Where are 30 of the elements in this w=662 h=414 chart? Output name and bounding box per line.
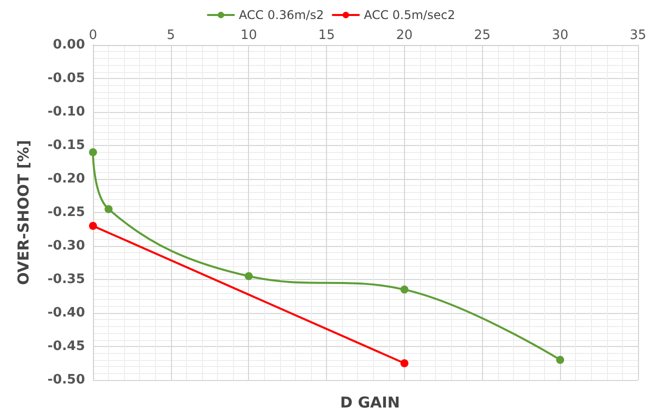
y-tick-label: -0.35 [48,272,85,287]
y-tick-label: -0.10 [48,104,85,120]
point [89,222,97,230]
x-tick-label: 35 [630,28,646,43]
x-tick-label: 25 [474,28,491,43]
y-tick-label: -0.15 [48,138,85,153]
x-axis-title: D GAIN [340,394,400,412]
point [400,286,408,294]
legend-label: ACC 0.36m/s2 [238,8,324,22]
y-tick-label: -0.50 [48,372,85,388]
point [556,356,564,364]
y-tick-label: -0.25 [48,205,85,220]
point [244,272,253,280]
x-tick-label: 0 [88,28,98,43]
y-tick-label: -0.45 [48,339,85,354]
y-axis-title: OVER-SHOOT [%] [14,140,32,286]
x-tick-label: 30 [552,28,568,43]
x-tick-label: 15 [318,28,335,43]
y-tick-label: -0.05 [48,71,85,86]
point [104,205,113,214]
y-tick-label: -0.40 [48,306,85,320]
y-tick-label: -0.30 [48,238,85,254]
x-tick-label: 10 [240,28,257,43]
legend-label: ACC 0.5m/sec2 [364,8,456,22]
x-tick-label: 5 [166,28,175,43]
x-tick-label: 20 [396,28,413,43]
point [89,148,97,156]
point [400,359,408,368]
y-tick-label: 0.00 [52,38,85,52]
y-tick-label: -0.20 [48,172,85,186]
